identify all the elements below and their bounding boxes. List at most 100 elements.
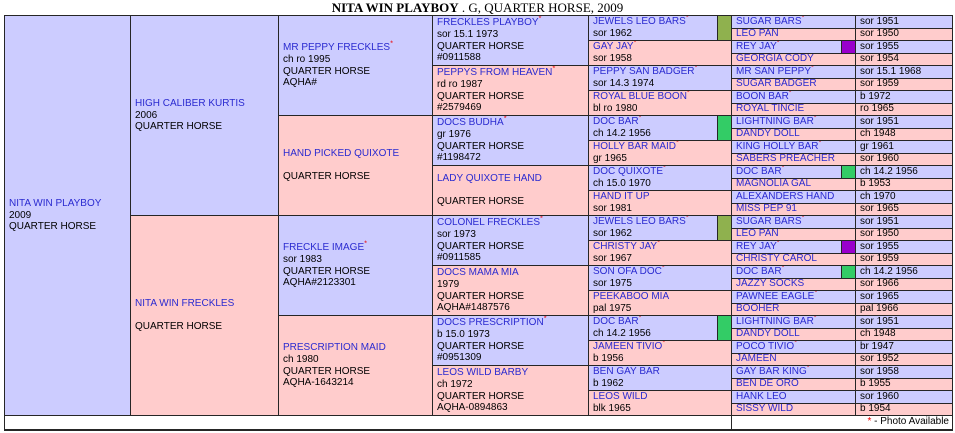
horse-name-link[interactable]: BEN GAY BAR: [593, 366, 660, 378]
horse-name-link[interactable]: GAY BAR KING: [736, 366, 807, 377]
horse-cell-g6-21: DOC BAR*: [732, 266, 856, 279]
horse-name-link[interactable]: ALEXANDERS HAND: [736, 191, 835, 202]
horse-name-link[interactable]: HAND PICKED QUIXOTE: [283, 147, 400, 159]
photo-available-icon: *: [633, 41, 637, 47]
photo-available-icon: *: [685, 216, 689, 222]
horse-name-link[interactable]: DANDY DOLL: [736, 328, 800, 340]
horse-name-link[interactable]: NITA WIN FRECKLES: [135, 297, 235, 309]
footer-spacer: [5, 416, 732, 429]
horse-detail: AQHA#1487576: [437, 302, 510, 314]
horse-name-link[interactable]: ROYAL BLUE BOON: [593, 91, 687, 103]
horse-detail: QUARTER HORSE: [437, 290, 525, 302]
horse-year-cell: ro 1965: [856, 103, 952, 116]
horse-year: br 1947: [860, 341, 894, 352]
photo-available-icon: *: [778, 228, 782, 235]
horse-name-link[interactable]: JAMEEN: [736, 353, 777, 365]
horse-name-line: BEN GAY BAR: [593, 366, 729, 378]
horse-name-link[interactable]: DANDY DOLL: [736, 128, 800, 140]
horse-year: sor 1965: [860, 291, 899, 302]
duplicate-ancestor-marker: [717, 16, 731, 40]
horse-detail: ch 14.2 1956: [593, 328, 651, 339]
horse-name-link[interactable]: SUGAR BARS: [736, 216, 802, 227]
horse-name-link[interactable]: BOON BAR: [736, 91, 789, 102]
horse-name-link[interactable]: REY JAY: [736, 41, 777, 52]
horse-name-link[interactable]: PEPPYS FROM HEAVEN: [437, 66, 553, 78]
horse-year-cell: sor 1959: [856, 253, 952, 266]
horse-name-link[interactable]: HANK LEO: [736, 391, 787, 402]
horse-name-link[interactable]: LEO PAN: [736, 28, 779, 40]
horse-name-link[interactable]: BOOHER: [736, 303, 780, 315]
horse-name-link[interactable]: MR PEPPY FRECKLES: [283, 41, 391, 53]
horse-name-link[interactable]: COLONEL FRECKLES: [437, 216, 540, 228]
horse-detail: #2579469: [437, 102, 482, 114]
horse-name-link[interactable]: PEEKABOO MIA: [593, 291, 670, 303]
horse-name-link[interactable]: DOC QUIXOTE: [593, 166, 664, 178]
horse-name-link[interactable]: POCO TIVIO: [736, 341, 795, 352]
horse-name-line: DOCS PRESCRIPTION*: [437, 316, 586, 329]
horse-name-link[interactable]: SUGAR BADGER: [736, 78, 817, 90]
photo-available-icon: *: [801, 216, 805, 222]
horse-name-link[interactable]: GEORGIA CODY: [736, 53, 814, 65]
horse-cell-g6-14: MAGNOLIA GAL: [732, 178, 856, 191]
horse-name-link[interactable]: JEWELS LEO BARS: [593, 216, 686, 228]
horse-name-link[interactable]: DOCS MAMA MIA: [437, 266, 519, 278]
horse-name-link[interactable]: MAGNOLIA GAL: [736, 178, 812, 190]
horse-name-link[interactable]: DOC BAR: [736, 166, 782, 177]
horse-name-link[interactable]: LEOS WILD: [593, 391, 648, 403]
horse-cell-g6-5: MR SAN PEPPY*: [732, 66, 856, 79]
horse-year-cell: sor 1951: [856, 216, 952, 229]
horse-detail: sor 1981: [593, 203, 632, 214]
horse-name-link[interactable]: SISSY WILD: [736, 403, 794, 415]
horse-name-line: DOC BAR*: [736, 266, 853, 278]
horse-name-line: SISSY WILD: [736, 404, 853, 416]
horse-name-link[interactable]: LADY QUIXOTE HAND: [437, 172, 542, 184]
horse-detail: #1198472: [437, 152, 481, 164]
horse-name-link[interactable]: PEPPY SAN BADGER: [593, 66, 695, 78]
horse-name-link[interactable]: JEWELS LEO BARS: [593, 16, 686, 28]
horse-name-link[interactable]: DOC BAR: [593, 316, 639, 328]
horse-name-link[interactable]: LIGHTNING BAR: [736, 116, 814, 127]
photo-available-icon: *: [364, 238, 368, 248]
horse-name-link[interactable]: DOCS PRESCRIPTION: [437, 316, 544, 328]
horse-name-link[interactable]: REY JAY: [736, 241, 777, 252]
horse-name-link[interactable]: SUGAR BARS: [736, 16, 802, 27]
horse-name-link[interactable]: ROYAL TINCIE: [736, 103, 805, 115]
horse-name-link[interactable]: HAND IT UP: [593, 191, 650, 203]
horse-name-link[interactable]: JAZZY SOCKS: [736, 278, 805, 290]
horse-name-link[interactable]: NITA WIN PLAYBOY: [9, 197, 102, 209]
horse-name-link[interactable]: LIGHTNING BAR: [736, 316, 814, 327]
horse-name-link[interactable]: MR SAN PEPPY: [736, 66, 812, 77]
horse-name-link[interactable]: SON OFA DOC: [593, 266, 662, 278]
horse-name-link[interactable]: KING HOLLY BAR: [736, 141, 819, 152]
horse-year: sor 1952: [860, 353, 899, 365]
horse-name-link[interactable]: FRECKLE IMAGE: [283, 241, 365, 253]
horse-name-link[interactable]: CHRISTY CAROL: [736, 253, 817, 265]
horse-cell-g6-32: SISSY WILD: [732, 403, 856, 416]
horse-name-link[interactable]: FRECKLES PLAYBOY: [437, 16, 539, 28]
horse-name-link[interactable]: DOCS BUDHA: [437, 116, 504, 128]
horse-cell-g5-12: PEEKABOO MIA pal 1975: [589, 291, 732, 316]
horse-name-link[interactable]: DOC BAR: [593, 116, 639, 128]
horse-name-link[interactable]: MISS PEP 91: [736, 203, 797, 215]
horse-name-link[interactable]: BEN DE ORO: [736, 378, 799, 390]
horse-name-line: POCO TIVIO*: [736, 341, 853, 353]
horse-name-link[interactable]: LEOS WILD BARBY: [437, 366, 529, 378]
horse-cell-g6-27: POCO TIVIO*: [732, 341, 856, 354]
horse-detail: b 15.0 1973: [437, 328, 490, 340]
horse-name-link[interactable]: PRESCRIPTION MAID: [283, 341, 386, 353]
horse-year: sor 1959: [860, 253, 899, 265]
horse-detail: sor 1975: [593, 278, 632, 289]
horse-name-line: REY JAY*: [736, 41, 853, 53]
horse-name-link[interactable]: PAWNEE EAGLE: [736, 291, 815, 302]
horse-name-link[interactable]: HOLLY BAR MAID: [593, 141, 676, 153]
horse-name-link[interactable]: CHRISTY JAY: [593, 241, 658, 253]
horse-name-link[interactable]: HIGH CALIBER KURTIS: [135, 97, 245, 109]
horse-name-link[interactable]: DOC BAR: [736, 266, 782, 277]
horse-name-link[interactable]: GAY JAY: [593, 41, 634, 53]
horse-name-link[interactable]: LEO PAN: [736, 228, 779, 240]
horse-name-link[interactable]: SABERS PREACHER: [736, 153, 835, 165]
horse-detail: QUARTER HORSE: [437, 90, 525, 102]
horse-name-link[interactable]: JAMEEN TIVIO: [593, 341, 663, 353]
horse-name-line: GEORGIA CODY: [736, 54, 853, 66]
horse-year-cell: sor 1965: [856, 203, 952, 216]
